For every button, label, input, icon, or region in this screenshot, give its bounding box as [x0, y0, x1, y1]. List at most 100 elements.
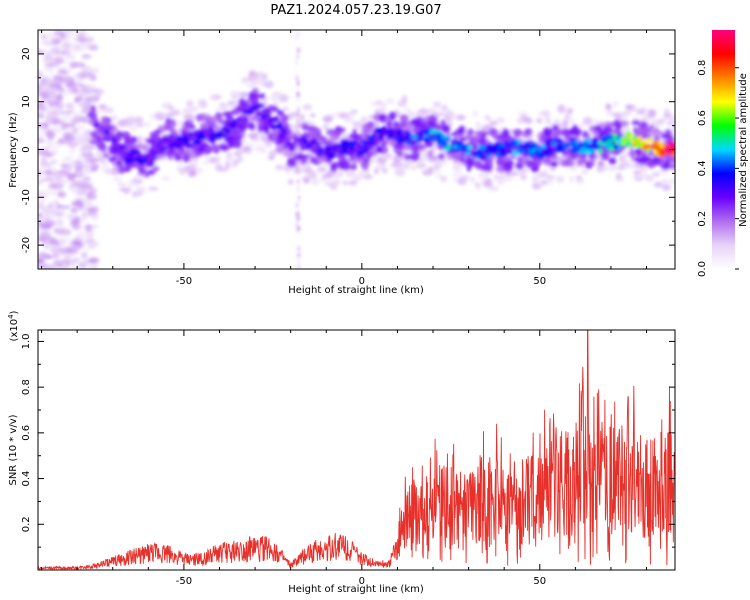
spectrogram-cell: [366, 121, 375, 130]
spectrogram-cell: [549, 166, 557, 172]
spectrogram-cell: [503, 163, 513, 173]
spectrogram-cell: [551, 141, 556, 147]
spectrogram-cell: [260, 148, 267, 154]
spectrogram-cell: [470, 175, 476, 184]
spectrogram-cell: [568, 175, 575, 183]
spectrogram-cell: [410, 144, 419, 153]
spectrogram-cell: [520, 173, 527, 181]
spectrogram-cell: [285, 141, 292, 148]
spectrogram-cell: [594, 143, 599, 150]
spectrogram-cell: [86, 83, 96, 90]
spectrogram-x-ticks: -50 0 50: [41, 30, 648, 287]
spectrogram-cell: [200, 134, 207, 140]
spectrogram-cell: [357, 145, 367, 150]
colorbar-tick-label: 0.0: [697, 261, 708, 277]
spectrogram-cell: [88, 257, 100, 264]
spectrogram-cell: [368, 139, 375, 145]
spectrogram-cell: [634, 163, 645, 169]
y-tick-label: 0.6: [21, 425, 32, 441]
spectrogram-cell: [197, 167, 203, 174]
spectrogram-cell: [231, 119, 238, 126]
spectrogram-cell: [182, 126, 192, 132]
spectrogram-cell: [552, 132, 559, 140]
colorbar-tick-label: 0.8: [697, 60, 708, 76]
spectrogram-cell: [579, 147, 587, 153]
spectrogram-cell: [360, 116, 368, 124]
spectrogram-cell: [667, 114, 675, 121]
spectrogram-cell: [546, 174, 556, 180]
spectrogram-cell: [662, 184, 671, 192]
spectrogram-cell: [43, 65, 54, 72]
spectrogram-cell: [500, 135, 509, 141]
spectrogram-cell: [653, 120, 664, 127]
spectrogram-cell: [169, 135, 176, 141]
spectrogram-cell: [323, 140, 333, 146]
spectrogram-cell: [55, 175, 63, 184]
spectrogram-cell: [52, 212, 63, 217]
spectrogram-cell: [540, 144, 546, 149]
spectrogram-cell: [392, 132, 398, 137]
spectrogram-cell: [332, 178, 341, 185]
spectrogram-cell: [629, 148, 636, 158]
spectrogram-cell: [409, 140, 417, 145]
spectrogram-cell: [138, 168, 146, 175]
spectrogram-cell: [527, 150, 537, 156]
y-tick-label: 0.4: [21, 471, 32, 487]
spectrogram-cell: [61, 110, 73, 116]
spectrogram-cell: [214, 163, 224, 172]
spectrogram-cell: [296, 32, 300, 37]
spectrogram-cell: [619, 136, 628, 142]
spectrogram-cell: [39, 161, 52, 168]
spectrogram-cell: [70, 117, 83, 124]
spectrogram-cell: [248, 115, 255, 122]
spectrogram-cell: [172, 141, 178, 148]
spectrogram-cell: [255, 112, 261, 117]
spectrogram-cell: [47, 203, 54, 209]
spectrogram-cell: [114, 134, 123, 142]
spectrogram-cell: [56, 93, 64, 102]
spectrogram-cell: [302, 138, 309, 144]
spectrogram-cell: [49, 47, 60, 56]
spectrogram-cell: [362, 141, 369, 147]
spectrogram-cell: [252, 77, 258, 84]
spectrogram-cell: [88, 264, 98, 269]
spectrogram-cell: [635, 156, 643, 164]
spectrogram-cell: [81, 34, 93, 40]
spectrogram-cell: [621, 120, 630, 127]
spectrogram-cell: [126, 136, 135, 144]
spectrogram-cell: [158, 140, 164, 145]
spectrogram-cell: [474, 181, 481, 187]
spectrogram-cell: [388, 111, 397, 121]
spectrogram-cell: [327, 153, 337, 159]
spectrogram-cell: [636, 135, 642, 142]
spectrogram-cell: [253, 115, 261, 122]
spectrogram-cell: [233, 99, 239, 105]
spectrogram-cell: [437, 107, 446, 112]
spectrogram-cell: [544, 116, 552, 125]
x-tick-label: 50: [533, 276, 546, 287]
spectrogram-cell: [393, 146, 403, 155]
spectrogram-cell: [38, 189, 44, 198]
spectrogram-cell: [182, 134, 188, 141]
spectrogram-cell: [581, 168, 589, 175]
spectrogram-cell: [218, 102, 228, 107]
spectrogram-cell: [132, 162, 138, 169]
spectrogram-cell: [295, 112, 299, 116]
spectrogram-cell: [297, 162, 309, 170]
spectrogram-cell: [67, 214, 78, 222]
spectrogram-cell: [105, 120, 111, 127]
spectrogram-cell: [320, 174, 327, 183]
spectrogram-cell: [433, 162, 442, 171]
spectrogram-cell: [446, 109, 453, 116]
spectrogram-cell: [200, 123, 208, 129]
spectrogram-cell: [81, 40, 93, 48]
spectrogram-cell: [38, 133, 45, 140]
spectrogram-cell: [68, 53, 77, 60]
spectrogram-cell: [253, 98, 259, 105]
spectrogram-cell: [465, 133, 473, 142]
spectrogram-cell: [39, 156, 47, 162]
spectrogram-cell: [145, 138, 156, 144]
spectrogram-cell: [81, 239, 88, 246]
spectrogram-cell: [476, 134, 484, 140]
spectrogram-cell: [578, 122, 585, 129]
